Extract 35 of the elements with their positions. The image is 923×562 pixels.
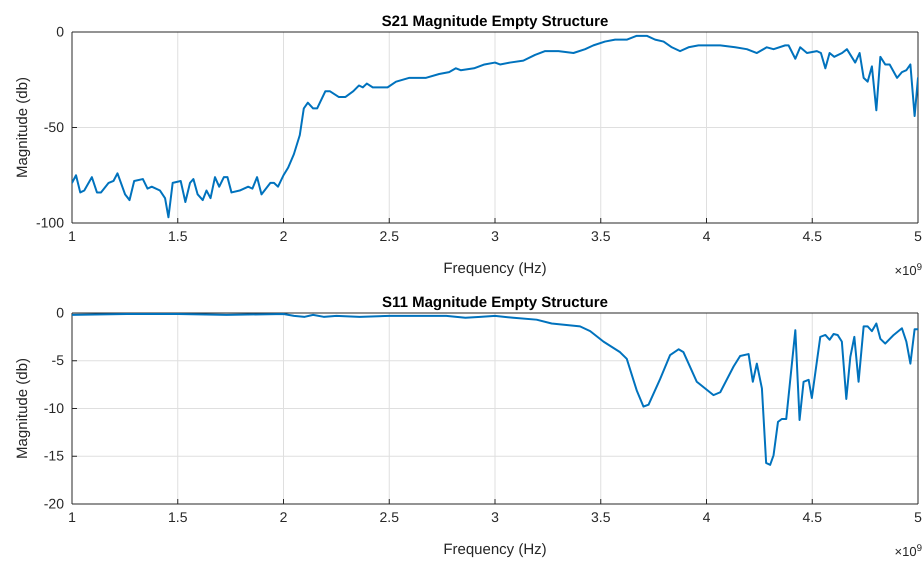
y-tick-label: -5 [52,352,64,368]
y-tick-label: -100 [36,214,64,230]
x-tick-label: 1 [68,508,76,525]
line-series [72,34,918,218]
x-tick-label: 2 [280,508,288,525]
x-tick-label: 1.5 [168,508,188,525]
x-tick-label: 5 [914,508,922,525]
x-tick-label: 2 [280,228,288,244]
x-tick-label: 4 [702,508,711,525]
y-tick-label: -20 [44,495,64,512]
x-tick-label: 3.5 [591,228,611,244]
x-tick-label: 3 [491,508,500,525]
x-tick-label: 3 [491,228,500,244]
x-tick-label: 4.5 [802,228,822,244]
text: ×10$^{9}$ [894,262,922,278]
y-tick-label: -50 [44,118,64,135]
y-tick-label: 0 [56,23,64,40]
x-tick-label: 2.5 [380,508,400,525]
x-tick-label: 1.5 [168,228,188,244]
text: ×10$^{9}$ [894,542,922,559]
y-axis-title: Magnitude (db) [14,358,31,459]
x-tick-label: 2.5 [380,228,400,244]
x-tick-label: 1 [68,228,76,244]
x-axis-title: Frequency (Hz) [443,541,547,558]
x-axis-title: Frequency (Hz) [443,260,547,277]
x-tick-label: 3.5 [591,508,611,525]
y-tick-label: -10 [44,400,64,416]
chart-title: S21 Magnitude Empty Structure [382,13,608,30]
x-tick-label: 4 [702,228,711,244]
x-tick-label: 5 [914,228,922,244]
chart-title: S11 Magnitude Empty Structure [382,294,608,311]
y-tick-label: -15 [44,448,64,464]
y-axis-title: Magnitude (db) [14,77,31,178]
y-tick-label: 0 [56,304,64,320]
x-tick-label: 4.5 [802,508,822,525]
